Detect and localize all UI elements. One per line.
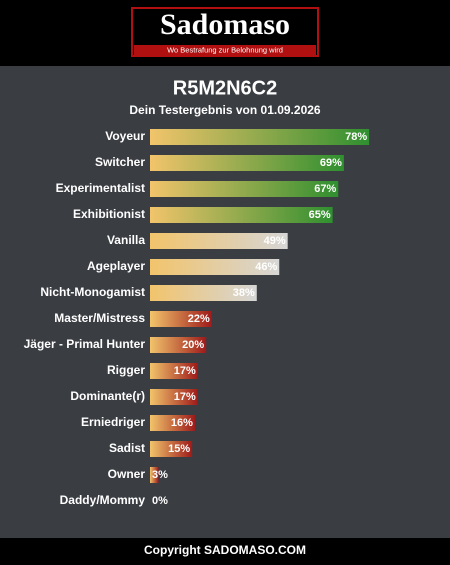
category-label: Owner <box>108 467 146 481</box>
logo: Sadomaso <box>160 8 290 41</box>
bar <box>150 415 195 431</box>
bar <box>150 129 370 145</box>
bar <box>150 233 288 249</box>
bar <box>150 285 257 301</box>
bar <box>150 207 333 223</box>
value-label: 67% <box>314 183 336 195</box>
category-label: Master/Mistress <box>54 311 145 325</box>
value-label: 16% <box>171 417 193 429</box>
chart-title: R5M2N6C2 <box>173 77 277 99</box>
value-label: 3% <box>152 469 168 481</box>
category-label: Sadist <box>109 441 145 455</box>
category-label: Daddy/Mommy <box>60 493 146 507</box>
bar <box>150 259 280 275</box>
value-label: 17% <box>174 391 196 403</box>
bar <box>150 337 207 353</box>
value-label: 69% <box>320 157 342 169</box>
category-label: Experimentalist <box>56 181 145 195</box>
bar <box>150 363 198 379</box>
category-label: Jäger - Primal Hunter <box>24 337 146 351</box>
category-label: Exhibitionist <box>73 207 145 221</box>
chart-subtitle: Dein Testergebnis von 01.09.2026 <box>129 103 321 117</box>
value-label: 17% <box>174 365 196 377</box>
category-label: Nicht-Monogamist <box>40 285 145 299</box>
bar <box>150 155 344 171</box>
value-label: 65% <box>309 209 331 221</box>
value-label: 0% <box>152 495 168 507</box>
category-label: Erniedriger <box>81 415 145 429</box>
value-label: 22% <box>188 313 210 325</box>
category-label: Voyeur <box>105 129 145 143</box>
bar <box>150 467 159 483</box>
bar <box>150 441 193 457</box>
value-label: 78% <box>345 131 367 143</box>
bar <box>150 389 198 405</box>
bar <box>150 311 212 327</box>
value-label: 46% <box>255 261 277 273</box>
bar <box>150 181 339 197</box>
category-label: Switcher <box>95 155 145 169</box>
tagline: Wo Bestrafung zur Belohnung wird <box>167 45 283 54</box>
value-label: 38% <box>233 287 255 299</box>
category-label: Dominante(r) <box>70 389 145 403</box>
value-label: 20% <box>182 339 204 351</box>
footer: Copyright SADOMASO.COM <box>144 543 306 557</box>
category-label: Rigger <box>107 363 145 377</box>
value-label: 15% <box>168 443 190 455</box>
value-label: 49% <box>264 235 286 247</box>
footer-bar <box>0 538 450 565</box>
category-label: Vanilla <box>107 233 145 247</box>
category-label: Ageplayer <box>87 259 145 273</box>
logo-band <box>134 45 316 55</box>
